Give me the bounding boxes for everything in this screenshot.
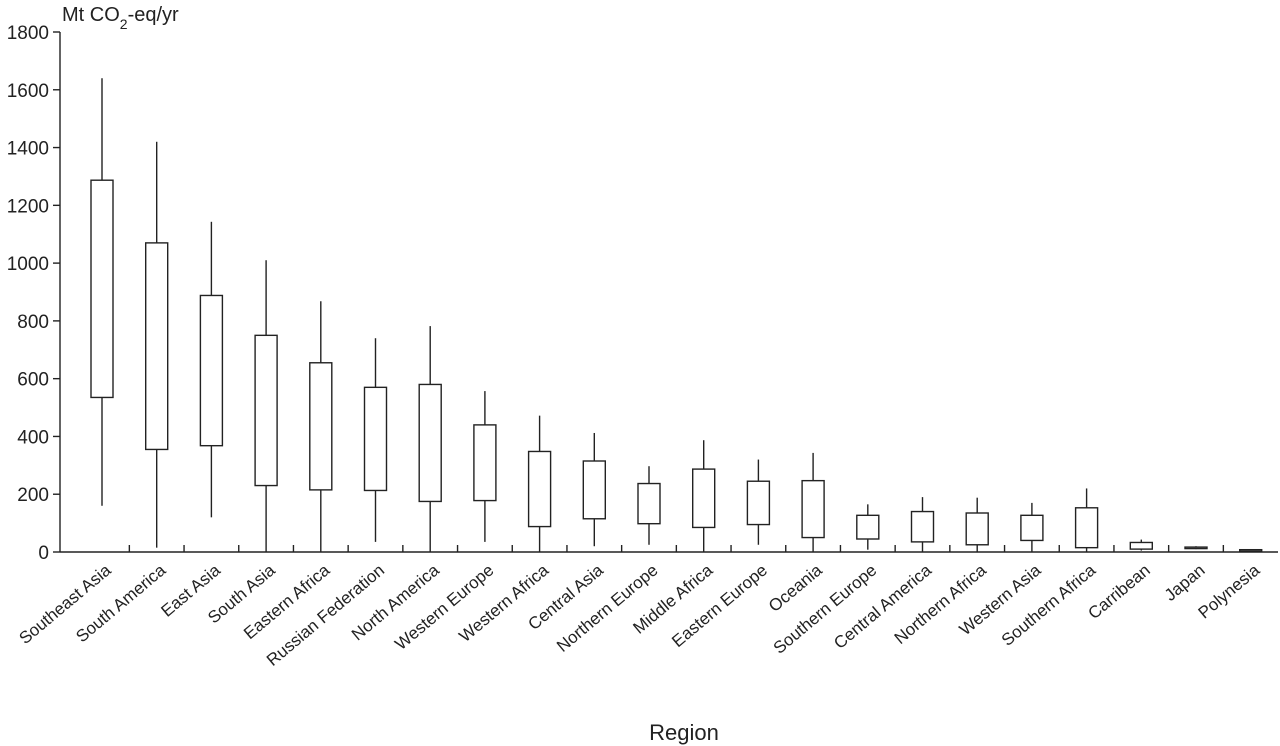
box-12 [692,440,716,552]
interquartile-box [856,514,880,540]
interquartile-box [254,334,278,487]
box-11 [637,466,661,545]
interquartile-box [144,242,169,451]
interquartile-box [418,383,442,503]
x-tick-label: Southeast Asia [15,560,115,648]
y-tick-label: 1600 [7,81,49,102]
y-tick-label: 1400 [7,139,49,160]
x-tick-label: Central America [830,560,935,653]
x-tick-label: Japan [1161,561,1209,605]
box-14 [801,452,825,552]
box-6 [363,338,388,542]
x-tick-label: Polynesia [1195,560,1264,622]
box-20 [1129,539,1154,551]
box-15 [856,504,880,550]
y-tick-label: 400 [17,427,49,448]
box-17 [965,497,989,552]
y-tick-label: 1800 [7,23,49,44]
x-tick-label: Southern Africa [998,560,1100,650]
box-7 [418,326,442,552]
box-5 [309,301,333,552]
box-21 [1184,546,1208,550]
y-tick-label: 800 [17,312,49,333]
box-8 [473,391,497,542]
box-4 [254,260,278,552]
interquartile-box [1074,507,1099,549]
y-tick-label: 0 [38,543,49,564]
y-tick-label: 600 [17,370,49,391]
interquartile-box [363,386,388,492]
interquartile-box [1184,546,1208,550]
interquartile-box [910,510,935,543]
y-tick-label: 1200 [7,196,49,217]
x-tick-label: Northern Europe [553,561,661,656]
interquartile-box [582,460,606,520]
plot-area: 0 200 400 600 800 1000 1200 1400 1600 1800 Southe… [7,23,1278,670]
interquartile-box [746,480,771,526]
y-unit-label: Mt CO2-eq/yr [62,4,179,32]
x-tick-label: Western Europe [391,561,497,654]
x-axis-ticks [128,545,1225,552]
y-tick-label: 1000 [7,254,49,275]
y-axis-ticks: 0 200 400 600 800 1000 1200 1400 1600 1800 [7,23,60,564]
box-16 [910,497,935,552]
interquartile-box [309,362,333,491]
interquartile-box [1129,541,1154,550]
box-22 [1238,548,1263,552]
interquartile-box [1020,514,1044,542]
x-tick-label: Northern Africa [891,560,990,648]
interquartile-box [199,294,224,447]
box-19 [1074,488,1099,552]
box-10 [582,432,606,547]
box-9 [527,415,552,552]
box-1 [90,78,114,506]
interquartile-box [90,179,114,399]
interquartile-box [965,512,989,546]
interquartile-box [1238,548,1263,552]
y-tick-label: 200 [17,485,49,506]
x-tick-label: Eastern Europe [668,561,771,651]
interquartile-box [637,482,661,525]
box-3 [199,221,224,518]
interquartile-box [473,424,497,502]
x-tick-label: Carribean [1084,561,1153,624]
interquartile-box [527,450,552,528]
box-2 [144,141,169,548]
box-18 [1020,502,1044,552]
interquartile-box [692,468,716,529]
interquartile-box [801,479,825,539]
x-axis-title: Region [649,720,719,745]
box-series [90,78,1263,552]
box-13 [746,459,771,545]
